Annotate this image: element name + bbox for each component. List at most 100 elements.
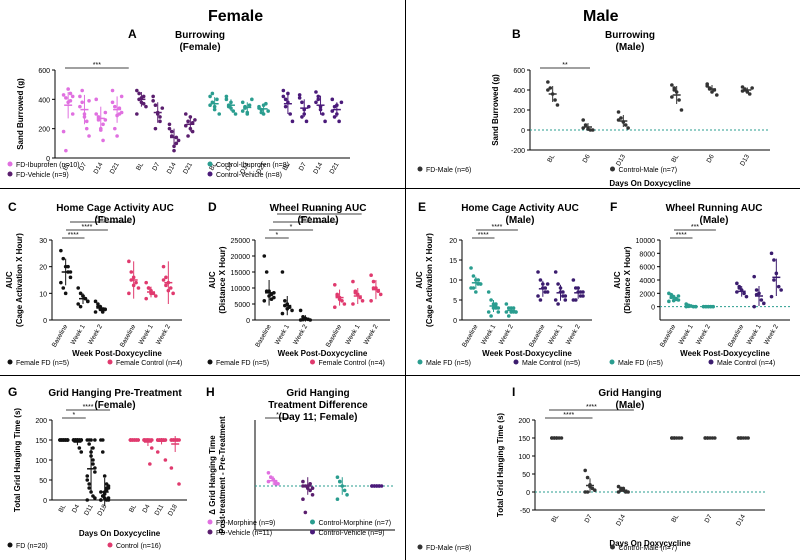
data-point xyxy=(240,100,245,105)
data-point xyxy=(79,450,84,454)
y-tick-label: 50 xyxy=(39,478,47,485)
data-point xyxy=(711,304,715,309)
data-point xyxy=(342,302,347,306)
data-point xyxy=(68,275,73,280)
data-point xyxy=(573,298,578,302)
data-point xyxy=(134,280,138,285)
data-point xyxy=(489,298,493,302)
data-point xyxy=(87,486,91,490)
data-point xyxy=(186,119,190,124)
data-point xyxy=(164,275,168,280)
data-point xyxy=(137,91,141,96)
data-point xyxy=(141,101,146,106)
data-point xyxy=(76,286,80,290)
data-point xyxy=(300,100,304,105)
data-point xyxy=(316,97,321,102)
y-tick-label: 15 xyxy=(449,258,457,265)
data-point xyxy=(504,302,509,306)
legend-marker xyxy=(7,359,13,365)
data-point xyxy=(91,462,95,466)
x-tick-label: D7 xyxy=(704,513,714,524)
x-axis-label: Days On Doxycycline xyxy=(609,179,691,187)
data-point xyxy=(70,94,75,99)
data-point xyxy=(353,291,358,295)
x-tick-label: Week 1 xyxy=(138,323,155,346)
x-tick-label: BL xyxy=(546,153,556,164)
x-axis-label: Days On Doxycycline xyxy=(79,529,161,538)
significance-label: ** xyxy=(317,208,323,215)
x-tick-label: D14 xyxy=(312,161,324,175)
y-tick-label: 150 xyxy=(518,436,530,443)
y-tick-label: 0 xyxy=(43,498,47,505)
data-point xyxy=(76,302,80,306)
chart-title: Grid Hanging Pre-Treatment xyxy=(48,388,182,399)
data-point xyxy=(290,308,294,313)
y-axis-label: Total Grid Hanging Time (s) xyxy=(13,408,22,512)
data-point xyxy=(171,291,175,296)
y-axis-label: Total Grid Hanging Time (s) xyxy=(496,413,505,517)
y-axis-label: Sand Burrowed (g) xyxy=(16,78,25,150)
chart-subtitle: (Day 11; Female) xyxy=(279,412,358,423)
x-tick-label: BL xyxy=(62,161,72,172)
significance-label: **** xyxy=(563,412,574,419)
data-point xyxy=(61,286,66,290)
chart-title: Home Cage Activity AUC xyxy=(461,203,579,214)
data-point xyxy=(378,292,383,297)
y-tick-label: 5000 xyxy=(234,302,250,309)
significance-label: **** xyxy=(300,216,311,223)
data-point xyxy=(80,88,84,93)
data-point xyxy=(746,436,750,440)
y-tick-label: 20000 xyxy=(231,254,251,261)
data-point xyxy=(161,264,166,269)
data-point xyxy=(672,86,677,90)
legend-marker xyxy=(310,359,315,365)
y-axis-label-2: Post-treatment - Pre-Treatment xyxy=(218,416,227,534)
data-point xyxy=(149,446,154,450)
data-point xyxy=(269,297,274,301)
legend-label: Male Control (n=4) xyxy=(717,360,775,367)
data-point xyxy=(100,438,105,442)
y-axis-label: Sand Burrowed (g) xyxy=(491,74,500,146)
x-tick-label: D21 xyxy=(109,161,121,175)
x-tick-label: D4 xyxy=(71,503,81,514)
y-tick-label: -200 xyxy=(511,148,525,155)
data-point xyxy=(100,450,105,454)
data-point xyxy=(93,496,97,500)
data-point xyxy=(280,270,285,274)
x-tick-label: D7 xyxy=(584,513,594,524)
data-point xyxy=(304,119,309,124)
y-tick-label: 10000 xyxy=(636,238,656,245)
x-tick-label: D11 xyxy=(154,503,166,517)
panel-letter: H xyxy=(206,385,215,399)
data-point xyxy=(77,446,82,450)
data-point xyxy=(104,488,109,492)
data-point xyxy=(556,282,560,286)
data-point xyxy=(135,112,139,116)
data-point xyxy=(89,438,93,442)
x-tick-label: Week 1 xyxy=(746,323,763,346)
y-tick-label: 0 xyxy=(453,318,457,325)
x-tick-label: D13 xyxy=(615,153,627,167)
data-point xyxy=(167,126,172,131)
data-point xyxy=(110,88,115,93)
data-point xyxy=(86,299,90,304)
significance-label: **** xyxy=(83,404,94,411)
legend-label: Female Control (n=4) xyxy=(319,360,385,367)
chart-subtitle: (Female) xyxy=(94,400,135,411)
data-point xyxy=(281,88,286,93)
y-tick-label: 100 xyxy=(518,454,530,461)
data-point xyxy=(85,498,90,502)
data-point xyxy=(101,138,105,143)
data-point xyxy=(298,308,303,313)
x-tick-label: BL xyxy=(670,153,680,164)
data-point xyxy=(80,100,84,105)
data-point xyxy=(266,109,270,113)
x-tick-label: Baseline xyxy=(461,323,480,348)
data-point xyxy=(78,104,82,109)
chart-subtitle: (Male) xyxy=(506,215,535,226)
data-point xyxy=(240,109,245,113)
data-point xyxy=(546,80,550,84)
data-point xyxy=(301,484,305,488)
y-tick-label: 200 xyxy=(518,418,530,425)
legend-label: FD-Vehicle (n=11) xyxy=(216,530,272,537)
